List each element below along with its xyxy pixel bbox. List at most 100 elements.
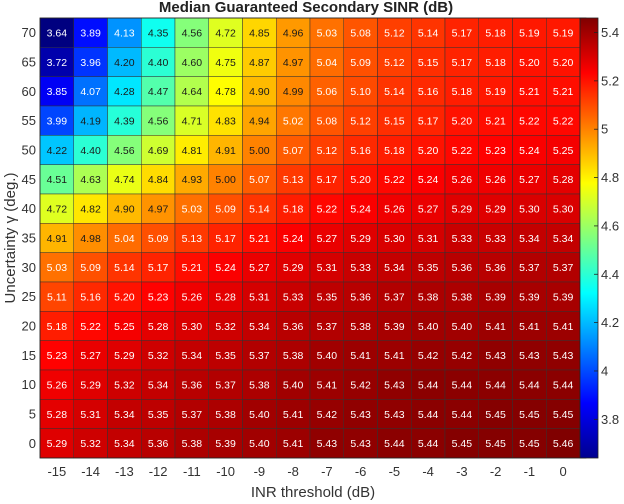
cell-value-label: 5.32: [148, 350, 169, 362]
heatmap-cell: [107, 135, 142, 165]
y-tick-label: 70: [22, 25, 36, 40]
cell-value-label: 5.22: [452, 145, 473, 157]
heatmap-cell: [478, 399, 513, 429]
cell-value-label: 5.44: [553, 379, 574, 391]
x-tick-labels: -15 -14 -13 -12 -11 -10 -9 -8 -7 -6 -5 -4 -3 -2 -1 0: [47, 464, 566, 479]
cell-value-label: 5.18: [283, 203, 304, 215]
heatmap-cell: [107, 281, 142, 312]
cell-value-label: 5.45: [519, 409, 540, 421]
heatmap-cell: [39, 105, 74, 136]
heatmap-cell: [276, 281, 311, 312]
heatmap-cell: [174, 369, 209, 400]
cell-value-label: 4.39: [114, 115, 135, 127]
heatmap-cell: [242, 281, 277, 312]
heatmap-cell: [141, 193, 176, 224]
heatmap-cell: [478, 76, 513, 107]
x-tick-label: -12: [149, 464, 168, 479]
cell-value-label: 4.81: [182, 145, 203, 157]
cell-value-label: 4.98: [80, 233, 101, 245]
heatmap-cell: [546, 17, 581, 48]
heatmap-cell: [276, 311, 311, 341]
cell-value-label: 5.19: [553, 27, 574, 39]
y-axis-label: Uncertainty γ (deg.): [2, 173, 19, 304]
heatmap-cell: [276, 164, 311, 195]
cell-value-label: 5.26: [47, 379, 68, 391]
cell-value-label: 5.40: [317, 350, 338, 362]
x-tick-label: -5: [389, 464, 401, 479]
cell-value-label: 4.97: [148, 203, 169, 215]
heatmap-cell: [141, 399, 176, 429]
heatmap-cell: [444, 135, 479, 165]
colorbar-tick-label: 3.8: [601, 412, 619, 427]
cell-value-label: 5.21: [519, 86, 540, 98]
cell-value-label: 4.40: [148, 57, 169, 69]
x-axis-label: INR threshold (dB): [251, 484, 375, 501]
heatmap-cell: [512, 223, 547, 253]
heatmap-cell: [242, 193, 277, 224]
cell-value-label: 5.18: [485, 57, 506, 69]
heatmap-cell: [478, 193, 513, 224]
heatmap-cell: [242, 47, 277, 77]
cell-value-label: 5.40: [283, 379, 304, 391]
x-tick-label: -1: [524, 464, 536, 479]
cell-value-label: 5.09: [350, 57, 371, 69]
heatmap-cell: [512, 428, 547, 459]
heatmap-cell: [546, 223, 581, 253]
cell-value-label: 5.37: [215, 379, 236, 391]
cell-value-label: 5.18: [47, 321, 68, 333]
cell-value-label: 4.20: [114, 57, 135, 69]
heatmap-cell: [73, 164, 108, 195]
cell-value-label: 4.56: [114, 145, 135, 157]
cell-value-label: 5.16: [418, 86, 439, 98]
heatmap-cell: [343, 369, 378, 400]
cell-value-label: 5.44: [384, 438, 405, 450]
heatmap-cell: [174, 47, 209, 77]
cell-value-label: 5.12: [317, 145, 338, 157]
heatmap-cell: [174, 340, 209, 371]
y-tick-label: 5: [29, 407, 36, 422]
cell-value-label: 5.37: [553, 262, 574, 274]
heatmap-cell: [411, 17, 446, 48]
cell-value-label: 5.23: [148, 291, 169, 303]
heatmap-cell: [411, 47, 446, 77]
cell-value-label: 4.78: [215, 86, 236, 98]
heatmap-cell: [444, 428, 479, 459]
cell-value-label: 5.37: [249, 350, 270, 362]
heatmap-cell: [512, 369, 547, 400]
heatmap-cell: [242, 252, 277, 283]
cell-value-label: 4.64: [182, 86, 203, 98]
y-tick-label: 50: [22, 143, 36, 158]
heatmap-cell: [242, 105, 277, 136]
cell-value-label: 5.08: [317, 115, 338, 127]
heatmap-cell: [73, 193, 108, 224]
cell-value-label: 5.30: [384, 233, 405, 245]
heatmap-cell: [39, 223, 74, 253]
cell-value-label: 5.29: [47, 438, 68, 450]
heatmap-cell: [546, 105, 581, 136]
cell-value-label: 5.27: [418, 203, 439, 215]
heatmap-cell: [377, 428, 412, 459]
y-tick-label: 65: [22, 55, 36, 70]
cell-value-label: 5.20: [418, 145, 439, 157]
heatmap-cell: [141, 369, 176, 400]
cell-value-label: 5.23: [47, 350, 68, 362]
heatmap-cell: [141, 47, 176, 77]
cell-value-label: 5.44: [418, 379, 439, 391]
cell-value-label: 5.21: [485, 115, 506, 127]
heatmap-cell: [478, 223, 513, 253]
cell-value-label: 4.22: [47, 145, 68, 157]
cell-value-label: 5.20: [114, 291, 135, 303]
heatmap-cell: [73, 369, 108, 400]
cell-value-label: 4.75: [215, 57, 236, 69]
heatmap-cell: [444, 399, 479, 429]
heatmap-cell: [208, 105, 243, 136]
heatmap-cell: [73, 281, 108, 312]
heatmap-cell: [174, 105, 209, 136]
cell-value-label: 5.36: [350, 291, 371, 303]
heatmap-cell: [343, 223, 378, 253]
cell-value-label: 5.18: [485, 27, 506, 39]
heatmap-cell: [208, 47, 243, 77]
cell-value-label: 5.19: [485, 86, 506, 98]
cell-value-label: 5.15: [418, 57, 439, 69]
heatmap-cell: [377, 193, 412, 224]
